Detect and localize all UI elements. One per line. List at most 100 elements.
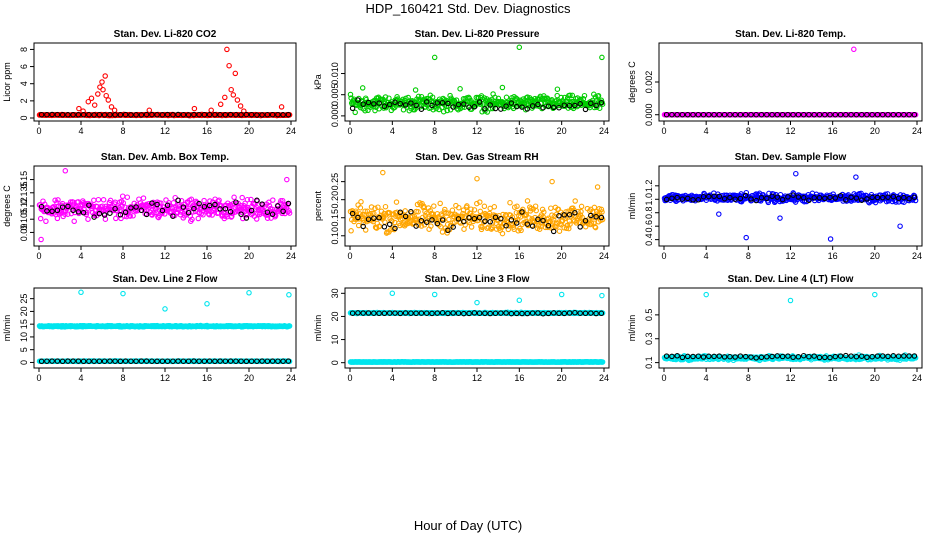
x-tick-label: 0 <box>347 373 352 383</box>
series-hourly <box>349 309 605 317</box>
data-point <box>201 111 208 118</box>
x-tick-label: 4 <box>390 373 395 383</box>
data-point <box>170 358 176 364</box>
chart-title: Stan. Dev. Line 3 Flow <box>425 274 530 285</box>
data-point <box>99 79 105 85</box>
data-point <box>212 358 218 365</box>
data-point <box>128 112 134 118</box>
data-point <box>498 106 504 112</box>
data-point <box>246 290 252 296</box>
data-point <box>264 209 271 215</box>
data-point <box>423 99 430 105</box>
data-point <box>75 209 82 215</box>
y-tick-label: 6 <box>19 64 29 69</box>
x-tick-label: 8 <box>120 126 125 136</box>
data-point <box>248 358 255 364</box>
x-tick-label: 12 <box>160 251 170 261</box>
data-point <box>38 358 45 365</box>
data-point <box>599 54 605 61</box>
data-point <box>684 111 691 118</box>
data-point <box>222 205 229 212</box>
x-tick-label: 12 <box>160 373 170 383</box>
data-point <box>365 99 372 106</box>
data-point <box>567 221 573 227</box>
data-point <box>474 200 480 207</box>
data-point <box>479 224 485 231</box>
data-point <box>254 358 260 364</box>
data-point <box>284 201 291 208</box>
data-point <box>577 101 583 107</box>
data-point <box>864 196 870 202</box>
data-point <box>97 84 103 90</box>
data-point <box>112 205 118 212</box>
data-point <box>594 184 601 190</box>
data-point <box>471 207 478 213</box>
x-tick-label: 20 <box>557 373 567 383</box>
data-point <box>471 104 478 110</box>
series-all <box>661 46 919 118</box>
data-point <box>737 195 744 202</box>
data-point <box>241 108 247 114</box>
data-point <box>91 112 97 118</box>
x-tick-label: 16 <box>514 251 524 261</box>
x-tick-label: 8 <box>120 251 125 261</box>
data-point <box>65 203 71 210</box>
data-point <box>492 105 499 112</box>
data-point <box>822 195 828 202</box>
data-point <box>853 174 859 180</box>
data-point <box>138 358 145 364</box>
data-point <box>280 358 286 364</box>
data-point <box>65 112 71 118</box>
data-point <box>853 195 860 201</box>
x-tick-label: 16 <box>202 373 212 383</box>
x-tick-label: 20 <box>557 126 567 136</box>
data-point <box>466 310 472 317</box>
data-point <box>884 191 891 197</box>
data-point <box>91 102 98 108</box>
data-point <box>588 100 594 107</box>
data-point <box>674 194 680 201</box>
data-point <box>248 196 254 203</box>
data-point <box>107 358 113 364</box>
data-point <box>266 203 273 209</box>
data-point <box>37 215 44 222</box>
data-point <box>695 111 702 118</box>
data-point <box>492 94 498 101</box>
data-point <box>119 203 125 209</box>
data-point <box>201 197 207 204</box>
data-point <box>572 102 578 109</box>
data-point <box>85 98 92 105</box>
data-point <box>535 101 541 108</box>
data-point <box>170 200 177 206</box>
data-point <box>96 210 103 217</box>
data-point <box>516 297 523 304</box>
data-point <box>431 203 437 209</box>
data-point <box>429 94 436 100</box>
data-point <box>429 310 435 317</box>
data-point <box>105 97 112 103</box>
data-point <box>55 197 61 203</box>
data-point <box>371 215 377 221</box>
data-point <box>365 310 372 316</box>
data-point <box>482 310 488 317</box>
x-tick-label: 4 <box>78 373 83 383</box>
data-point <box>853 111 860 118</box>
data-point <box>599 209 605 215</box>
data-point <box>382 203 389 210</box>
data-point <box>86 358 92 364</box>
data-point <box>201 204 208 210</box>
data-point <box>595 92 602 99</box>
data-point <box>159 358 166 364</box>
data-point <box>476 214 483 221</box>
data-point <box>513 103 520 110</box>
data-point <box>837 111 844 118</box>
data-point <box>371 101 377 107</box>
y-tick-label: 0.15 <box>330 209 340 227</box>
data-point <box>832 111 839 118</box>
data-point <box>449 207 456 214</box>
data-point <box>777 215 783 221</box>
data-point <box>380 169 386 176</box>
data-point <box>498 215 504 222</box>
data-point <box>196 200 202 207</box>
